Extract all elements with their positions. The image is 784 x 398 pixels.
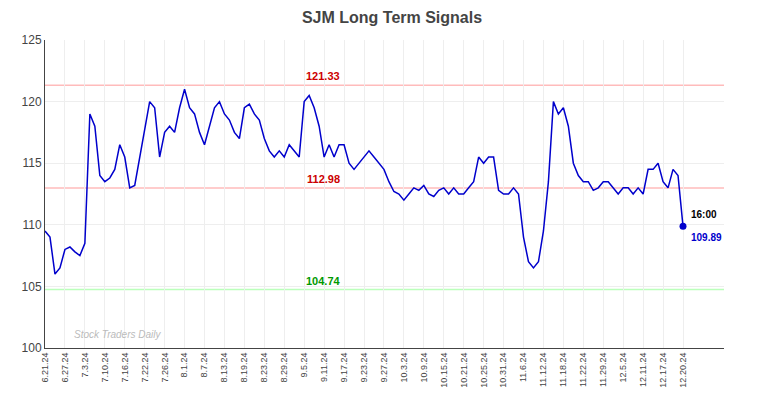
svg-text:8.19.24: 8.19.24 <box>239 353 249 383</box>
svg-text:16:00: 16:00 <box>691 209 717 220</box>
svg-text:12.5.24: 12.5.24 <box>618 353 628 383</box>
svg-text:121.33: 121.33 <box>306 70 340 82</box>
svg-text:8.23.24: 8.23.24 <box>259 353 269 383</box>
svg-text:9.5.24: 9.5.24 <box>299 353 309 378</box>
svg-text:9.23.24: 9.23.24 <box>359 353 369 383</box>
svg-text:11.12.24: 11.12.24 <box>538 353 548 387</box>
svg-text:8.7.24: 8.7.24 <box>199 353 209 378</box>
svg-text:10.21.24: 10.21.24 <box>459 353 469 388</box>
svg-text:105: 105 <box>22 280 42 294</box>
svg-text:112.98: 112.98 <box>307 173 340 185</box>
svg-text:7.3.24: 7.3.24 <box>80 353 90 378</box>
svg-text:8.13.24: 8.13.24 <box>219 353 229 383</box>
svg-text:10.25.24: 10.25.24 <box>479 353 489 388</box>
svg-text:7.22.24: 7.22.24 <box>140 353 150 383</box>
svg-text:10.31.24: 10.31.24 <box>498 353 508 388</box>
svg-text:6.27.24: 6.27.24 <box>60 353 70 383</box>
svg-text:11.29.24: 11.29.24 <box>598 353 608 387</box>
svg-text:8.1.24: 8.1.24 <box>179 353 189 378</box>
svg-text:11.18.24: 11.18.24 <box>558 353 568 387</box>
svg-text:11.6.24: 11.6.24 <box>518 353 528 382</box>
svg-text:9.17.24: 9.17.24 <box>339 353 349 383</box>
svg-text:12.20.24: 12.20.24 <box>678 353 688 388</box>
svg-text:12.17.24: 12.17.24 <box>658 353 668 388</box>
svg-text:SJM Long Term Signals: SJM Long Term Signals <box>302 9 482 26</box>
svg-text:100: 100 <box>22 341 42 355</box>
svg-text:10.15.24: 10.15.24 <box>439 353 449 388</box>
svg-text:11.22.24: 11.22.24 <box>578 353 588 387</box>
svg-text:115: 115 <box>22 156 41 170</box>
svg-text:125: 125 <box>22 33 42 47</box>
svg-text:120: 120 <box>22 95 42 109</box>
svg-text:10.9.24: 10.9.24 <box>419 353 429 383</box>
svg-text:8.29.24: 8.29.24 <box>279 353 289 383</box>
svg-text:7.26.24: 7.26.24 <box>160 353 170 383</box>
svg-text:6.21.24: 6.21.24 <box>40 353 50 383</box>
svg-text:9.27.24: 9.27.24 <box>379 353 389 383</box>
svg-text:109.89: 109.89 <box>691 232 722 243</box>
svg-text:110: 110 <box>22 218 41 232</box>
svg-text:9.11.24: 9.11.24 <box>319 353 329 382</box>
svg-text:104.74: 104.74 <box>306 275 341 287</box>
svg-text:12.11.24: 12.11.24 <box>638 353 648 387</box>
svg-text:Stock Traders Daily: Stock Traders Daily <box>74 329 162 340</box>
svg-text:7.16.24: 7.16.24 <box>120 353 130 383</box>
svg-text:7.10.24: 7.10.24 <box>100 353 110 383</box>
svg-text:10.3.24: 10.3.24 <box>399 353 409 383</box>
